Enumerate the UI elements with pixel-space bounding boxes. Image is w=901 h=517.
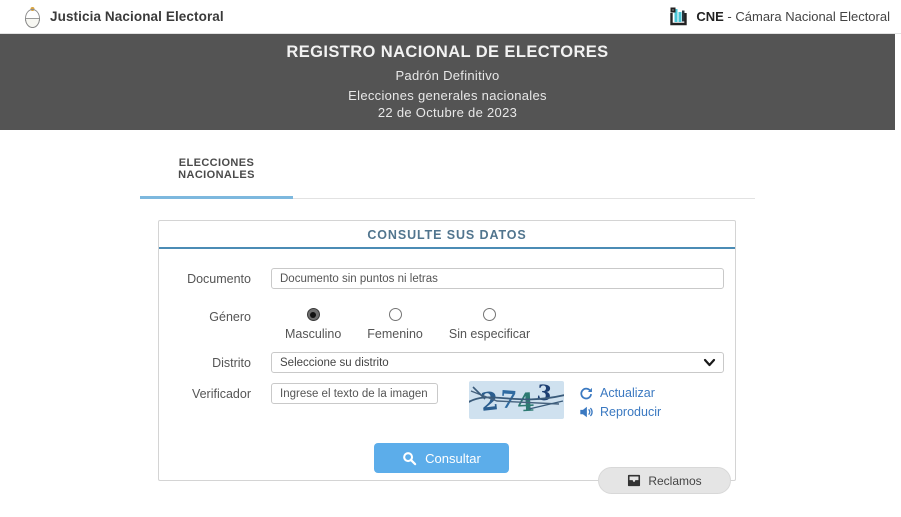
distrito-label: Distrito	[212, 356, 251, 370]
card-title: CONSULTE SUS DATOS	[159, 221, 735, 249]
refresh-label: Actualizar	[600, 386, 655, 400]
verificador-input[interactable]	[271, 383, 438, 404]
hero-subtitle-elecciones: Elecciones generales nacionales	[348, 88, 547, 103]
card-body: Documento Género Masculino Femenino Sin …	[159, 268, 735, 480]
consultar-button[interactable]: Consultar	[374, 443, 509, 473]
captcha-audio-link[interactable]: Reproducir	[579, 405, 661, 419]
reclamos-button[interactable]: Reclamos	[598, 467, 731, 494]
tabs-bar: ELECCIONES NACIONALES	[140, 157, 755, 199]
topbar-right-title: CNE - Cámara Nacional Electoral	[696, 9, 890, 24]
genero-row: Género Masculino Femenino Sin especifica…	[159, 306, 724, 341]
verificador-row: Verificador 2 7 4 3	[159, 381, 724, 424]
captcha-actions: Actualizar Reproducir	[579, 383, 661, 424]
argentina-coat-of-arms-icon	[24, 6, 41, 28]
submit-row: Consultar	[159, 443, 724, 473]
hero-subtitle-padron: Padrón Definitivo	[395, 68, 500, 83]
cne-ballot-chart-icon	[669, 6, 688, 27]
genero-option-femenino[interactable]: Femenino	[367, 308, 423, 341]
genero-option-sin-especificar[interactable]: Sin especificar	[449, 308, 530, 341]
captcha-refresh-link[interactable]: Actualizar	[579, 386, 661, 400]
reclamos-label: Reclamos	[648, 473, 702, 488]
search-icon	[402, 451, 417, 466]
active-tab-indicator	[140, 196, 293, 199]
radio-button-icon[interactable]	[388, 308, 402, 321]
documento-input[interactable]	[271, 268, 724, 289]
consultar-label: Consultar	[425, 450, 481, 466]
genero-label: Género	[209, 310, 251, 324]
genero-option-masculino[interactable]: Masculino	[285, 308, 341, 341]
page-title: REGISTRO NACIONAL DE ELECTORES	[286, 43, 609, 61]
radio-button-icon[interactable]	[306, 308, 320, 321]
captcha-image: 2 7 4 3	[469, 381, 564, 419]
topbar-left-title: Justicia Nacional Electoral	[50, 9, 224, 24]
speaker-icon	[579, 405, 593, 419]
tab-elecciones-nacionales[interactable]: ELECCIONES NACIONALES	[140, 157, 293, 199]
distrito-select[interactable]: Seleccione su distrito	[271, 352, 724, 373]
cne-full-name: - Cámara Nacional Electoral	[723, 9, 890, 24]
genero-option-label: Femenino	[367, 327, 423, 341]
brand-justicia-nacional-electoral[interactable]: Justicia Nacional Electoral	[24, 6, 224, 28]
audio-label: Reproducir	[600, 405, 662, 419]
topbar: Justicia Nacional Electoral CNE - Cámara…	[0, 0, 901, 34]
genero-radio-group: Masculino Femenino Sin especificar	[271, 306, 724, 341]
documento-label: Documento	[187, 272, 251, 286]
documento-row: Documento	[159, 268, 724, 289]
genero-option-label: Sin especificar	[448, 327, 531, 341]
captcha-noise-lines	[469, 386, 564, 410]
refresh-icon	[579, 386, 593, 400]
cne-abbr: CNE	[696, 9, 724, 24]
verificador-label: Verificador	[191, 387, 251, 401]
hero-subtitle-fecha: 22 de Octubre de 2023	[377, 105, 518, 120]
hero-banner: REGISTRO NACIONAL DE ELECTORES Padrón De…	[0, 34, 895, 130]
radio-button-icon[interactable]	[483, 308, 497, 321]
tab-label: ELECCIONES NACIONALES	[178, 157, 255, 181]
genero-option-label: Masculino	[285, 327, 342, 341]
distrito-row: Distrito Seleccione su distrito	[159, 352, 724, 373]
brand-cne[interactable]: CNE - Cámara Nacional Electoral	[669, 6, 890, 27]
consulta-card: CONSULTE SUS DATOS Documento Género Masc…	[158, 220, 736, 481]
inbox-icon	[627, 474, 641, 487]
